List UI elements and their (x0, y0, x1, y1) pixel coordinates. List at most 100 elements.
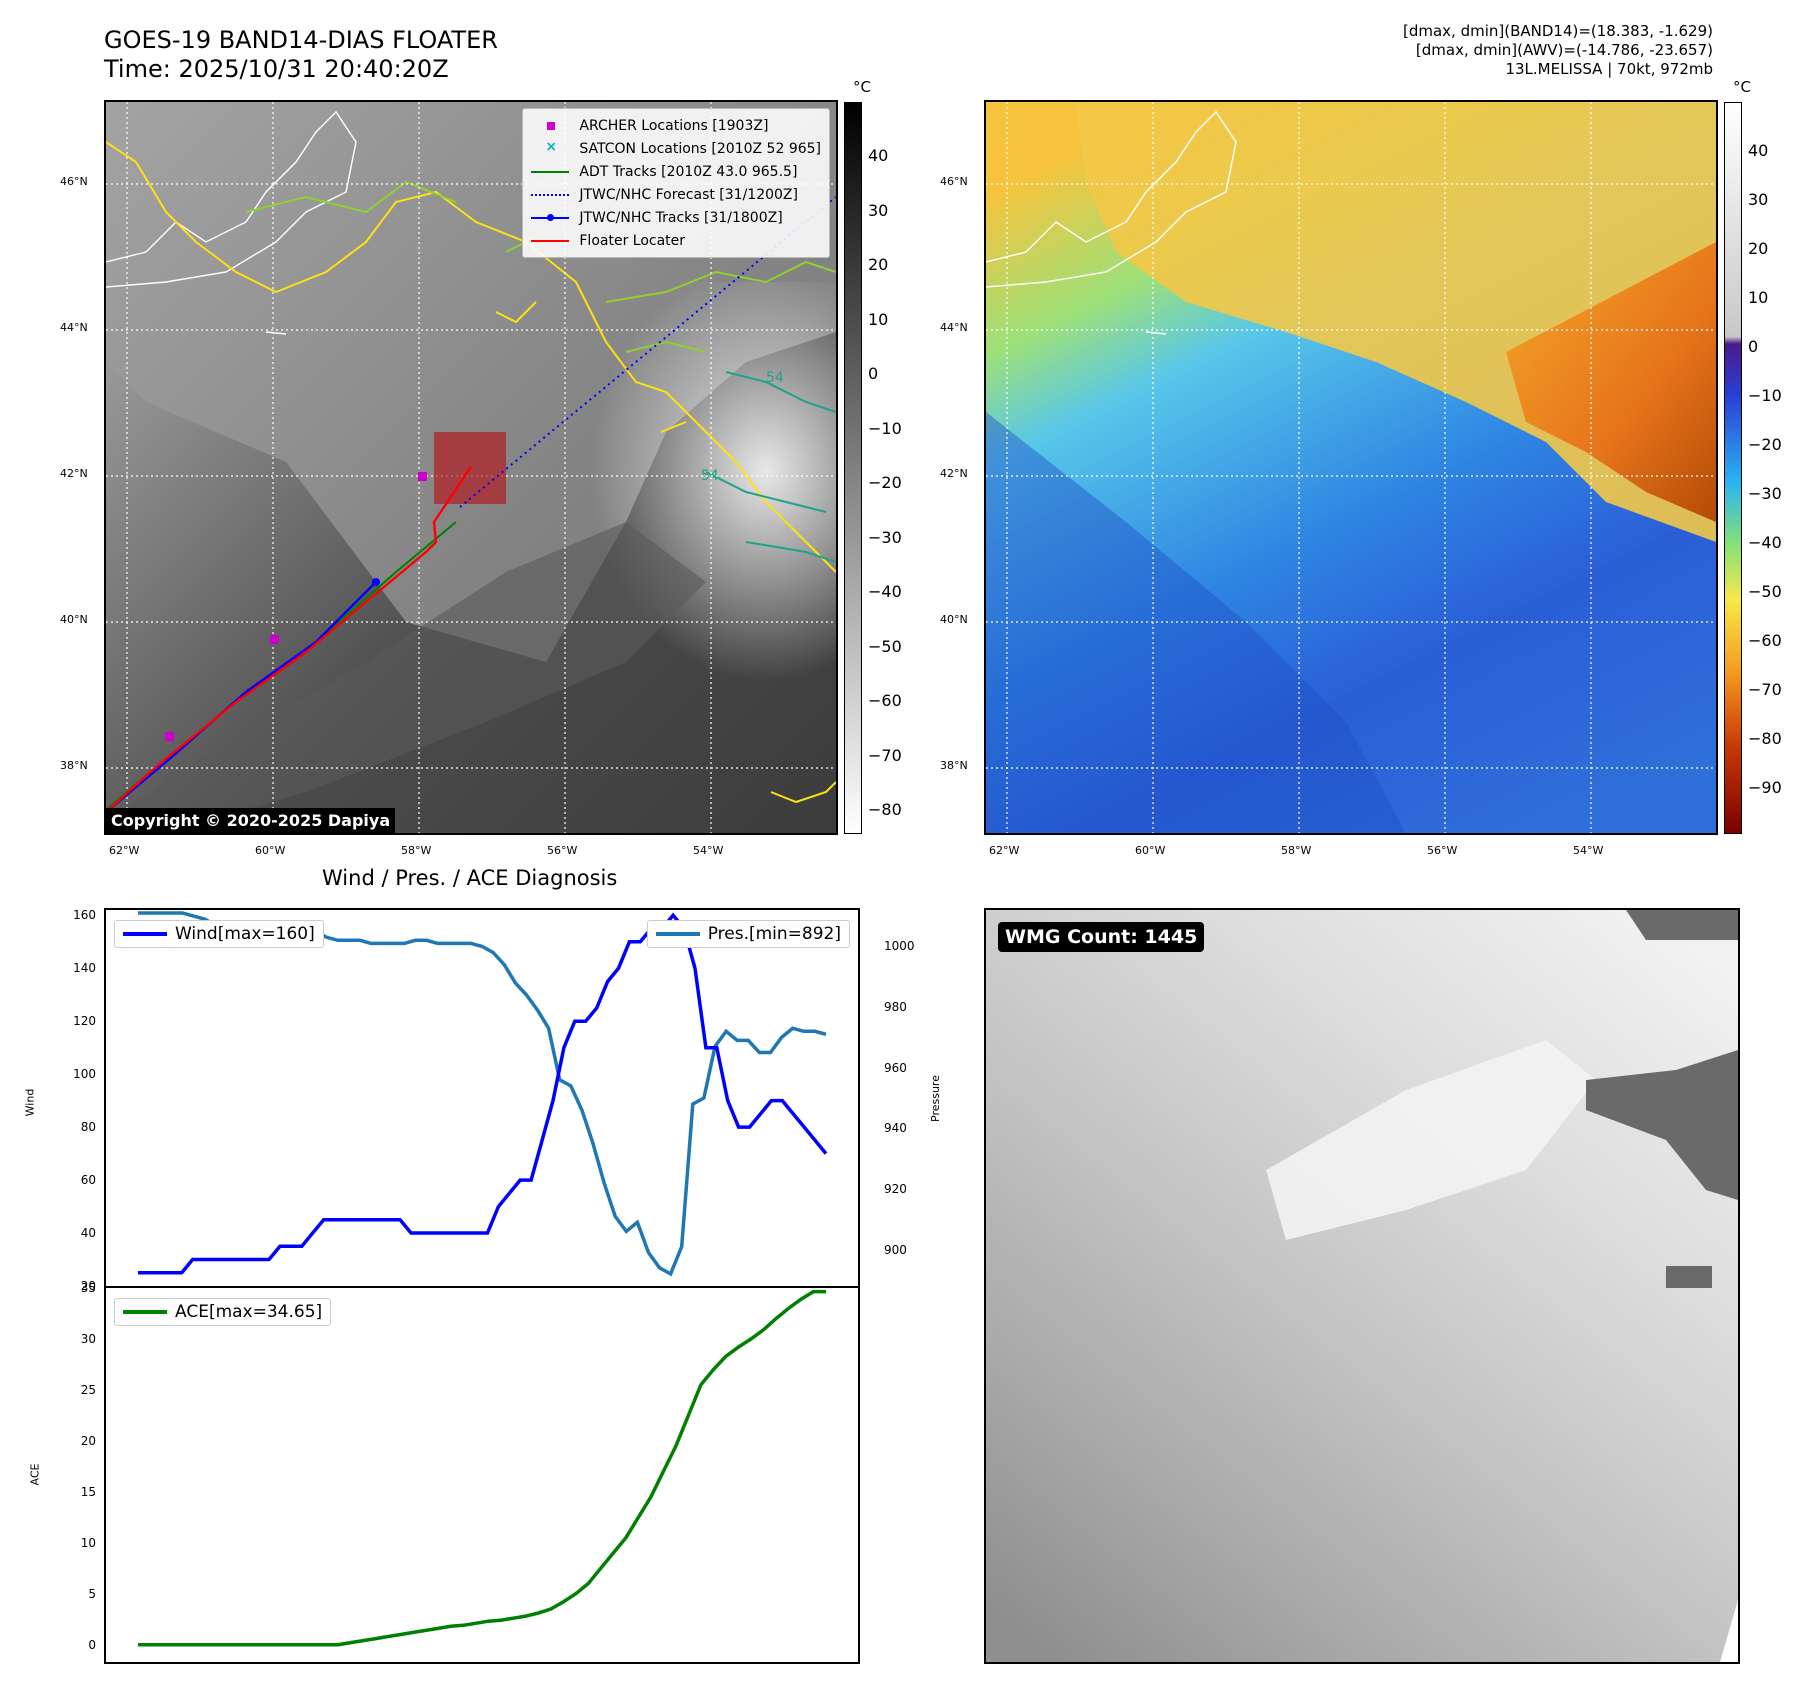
legend-row-adt: ADT Tracks [2010Z 43.0 965.5] (531, 160, 821, 183)
ir-coastline (106, 110, 357, 335)
ir-contour-teal (705, 371, 836, 563)
left-lat-40: 40°N (60, 613, 88, 626)
right-lat-38: 38°N (940, 759, 968, 772)
ace-axis-tick: 30 (80, 1331, 96, 1346)
right-colorbar-tick: −20 (1748, 435, 1782, 454)
ir-map-panel: 54 54 ARCHER Locations [1903Z] (104, 100, 838, 835)
wind-legend-line (123, 932, 167, 936)
wmg-svg (986, 910, 1738, 1662)
wmg-dark-block-1 (1626, 910, 1738, 940)
ace-svg (138, 1289, 826, 1647)
ace-axis-label: ACE (28, 1463, 42, 1486)
right-lon-60: 60°W (1135, 844, 1166, 857)
floater-locater-track (106, 466, 472, 813)
ace-legend: ACE[max=34.65] (114, 1298, 332, 1326)
wind-axis-tick: 100 (73, 1067, 96, 1082)
awv-map-svg (986, 102, 1716, 833)
legend-floater-label: Floater Locater (579, 232, 686, 249)
left-colorbar-tick: −20 (868, 473, 902, 492)
legend-forecast-symbol (531, 188, 570, 202)
pressure-axis-tick: 960 (884, 1060, 907, 1075)
wind-legend: Wind[max=160] (114, 920, 324, 948)
storm-info: [dmax, dmin](BAND14)=(18.383, -1.629) [d… (1403, 22, 1713, 79)
wmg-bright-band (1266, 1040, 1596, 1240)
left-lat-38: 38°N (60, 759, 88, 772)
wmg-dark-block-2 (1586, 1050, 1738, 1200)
ace-axis-tick: 0 (88, 1637, 96, 1652)
right-colorbar-unit: °C (1733, 78, 1751, 96)
legend-jtwc-symbol (531, 211, 570, 225)
wind-axis-tick: 120 (73, 1014, 96, 1029)
title-line-2: Time: 2025/10/31 20:40:20Z (104, 55, 449, 83)
left-colorbar-tick: −50 (868, 636, 902, 656)
legend-row-floater: Floater Locater (531, 229, 821, 252)
right-lon-56: 56°W (1427, 844, 1458, 857)
awv-coastline (986, 110, 1237, 335)
figure-title: GOES-19 BAND14-DIAS FLOATER Time: 2025/1… (104, 26, 498, 84)
awv-hot-region (1506, 242, 1716, 522)
left-colorbar-tick: 10 (868, 309, 889, 329)
awv-gridlines (986, 102, 1716, 833)
wind-axis-tick: 160 (73, 908, 96, 923)
right-colorbar-tick: −80 (1748, 729, 1782, 748)
right-colorbar-tick: −30 (1748, 484, 1782, 503)
ir-contour-yellow (106, 141, 836, 804)
right-colorbar-tick: −50 (1748, 582, 1782, 601)
copyright-label: Copyright © 2020-2025 Dapiya (106, 808, 396, 833)
legend-archer-symbol (531, 119, 569, 133)
left-lon-58: 58°W (401, 844, 432, 857)
right-colorbar-tick: 10 (1748, 288, 1769, 307)
pressure-legend: Pres.[min=892] (646, 920, 850, 948)
wind-axis-tick: 40 (80, 1226, 96, 1241)
archer-point-3 (418, 472, 427, 481)
wind-axis-tick: 20 (80, 1279, 96, 1293)
contour-label-2: 54 (701, 468, 719, 484)
left-colorbar-tick: −70 (868, 745, 902, 765)
diagnosis-title: Wind / Pres. / ACE Diagnosis (322, 866, 618, 890)
pressure-axis-tick: 980 (884, 1000, 907, 1015)
archer-point-2 (270, 635, 279, 644)
wmg-background (986, 910, 1738, 1662)
wind-series-line (138, 912, 828, 1275)
pressure-series-line (138, 911, 827, 1277)
title-line-1: GOES-19 BAND14-DIAS FLOATER (104, 26, 498, 54)
left-colorbar-tick: −40 (868, 582, 902, 601)
legend-row-jtwc: JTWC/NHC Tracks [31/1800Z] (531, 206, 821, 229)
left-lon-54: 54°W (693, 844, 724, 857)
ace-legend-line (123, 1310, 167, 1314)
pressure-legend-line (655, 932, 700, 936)
ace-series-line (138, 1289, 826, 1647)
pressure-axis-tick: 900 (884, 1242, 907, 1257)
ace-legend-label: ACE[max=34.65] (175, 1302, 323, 1322)
archer-point-1 (165, 732, 174, 741)
left-lon-62: 62°W (109, 844, 140, 857)
left-colorbar-tick: −30 (868, 527, 902, 547)
pressure-legend-label: Pres.[min=892] (707, 924, 841, 944)
info-line-1: [dmax, dmin](BAND14)=(18.383, -1.629) (1402, 22, 1713, 40)
right-lon-58: 58°W (1281, 844, 1312, 857)
right-lat-42: 42°N (940, 467, 968, 480)
right-lat-40: 40°N (940, 613, 968, 626)
left-colorbar-tick: −80 (868, 800, 902, 819)
right-colorbar-tick: 30 (1748, 190, 1769, 209)
right-lat-46: 46°N (940, 175, 968, 188)
info-line-2: [dmax, dmin](AWV)=(-14.786, -23.657) (1415, 41, 1713, 59)
ace-axis-tick: 10 (80, 1535, 96, 1550)
left-lat-44: 44°N (60, 321, 88, 334)
wind-axis-tick: 80 (80, 1120, 96, 1135)
legend-row-forecast: JTWC/NHC Forecast [31/1200Z] (531, 183, 821, 206)
right-lon-54: 54°W (1573, 844, 1604, 857)
pressure-axis-tick: 920 (884, 1181, 907, 1196)
right-colorbar-tick: 40 (1748, 141, 1769, 160)
wmg-panel: WMG Count: 1445 (984, 908, 1740, 1664)
pressure-axis-tick: 940 (884, 1121, 907, 1136)
ace-axis-tick: 25 (80, 1382, 96, 1397)
left-lon-56: 56°W (547, 844, 578, 857)
right-colorbar-tick: −70 (1748, 680, 1782, 699)
left-lon-60: 60°W (255, 844, 286, 857)
jtwc-track-point (372, 578, 380, 586)
ace-axis-tick: 15 (80, 1484, 96, 1499)
right-colorbar-tick: −10 (1748, 386, 1782, 405)
right-colorbar-tick: −60 (1748, 631, 1782, 650)
left-colorbar-tick: 40 (868, 146, 889, 165)
